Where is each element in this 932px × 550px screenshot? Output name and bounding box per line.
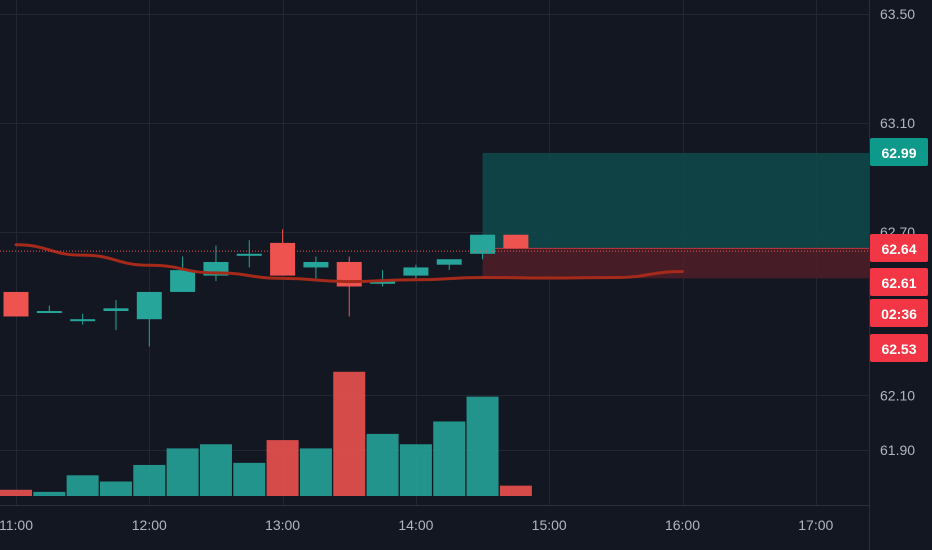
candle[interactable]	[36, 305, 62, 314]
time-axis[interactable]: 11:00 12:00 13:00 14:00 15:00 16:00 17:00	[0, 517, 834, 533]
price-tick-label: 63.10	[880, 115, 915, 131]
price-badge: 62.64	[870, 234, 928, 262]
candle[interactable]	[136, 291, 162, 347]
candle-body[interactable]	[370, 281, 396, 284]
price-badge-bg	[870, 299, 928, 327]
price-badge-bg	[870, 268, 928, 296]
candle-body[interactable]	[3, 291, 29, 317]
candle[interactable]	[170, 256, 196, 292]
candle-body[interactable]	[303, 261, 329, 268]
candle[interactable]	[436, 259, 462, 271]
time-tick-label: 17:00	[798, 517, 833, 533]
price-badge-label: 02:36	[881, 306, 917, 322]
moving-average-line	[14, 243, 684, 284]
volume-bars	[0, 371, 532, 496]
price-badge-label: 62.64	[881, 241, 916, 257]
moving-average-path	[14, 243, 684, 284]
volume-bar	[499, 485, 532, 496]
volume-bar	[166, 448, 199, 496]
volume-bar	[0, 489, 32, 496]
candle[interactable]	[70, 313, 96, 325]
candle-body[interactable]	[70, 319, 96, 322]
price-tick-label: 61.90	[880, 442, 915, 458]
candle[interactable]	[236, 240, 262, 268]
volume-bar	[266, 440, 299, 496]
candle[interactable]	[3, 291, 29, 317]
time-tick-label: 13:00	[265, 517, 300, 533]
candle[interactable]	[103, 300, 129, 331]
volume-bar	[233, 462, 266, 496]
stop-zone[interactable]	[482, 248, 869, 279]
candle-body[interactable]	[403, 267, 429, 276]
price-badge-label: 62.61	[881, 275, 916, 291]
volume-bar	[99, 481, 132, 496]
volume-bar	[399, 444, 432, 496]
volume-bar	[133, 464, 166, 496]
volume-bar	[466, 396, 499, 496]
time-tick-label: 15:00	[532, 517, 567, 533]
time-tick-label: 11:00	[0, 517, 33, 533]
candle-body[interactable]	[170, 270, 196, 292]
position-zones[interactable]	[482, 152, 869, 279]
time-tick-label: 14:00	[398, 517, 433, 533]
candle-body[interactable]	[503, 234, 529, 249]
volume-bar	[299, 448, 332, 496]
price-tick-label: 63.50	[880, 6, 915, 22]
volume-bar	[333, 371, 366, 496]
candle-body[interactable]	[136, 291, 162, 320]
candle-body[interactable]	[436, 259, 462, 265]
price-badges: 62.99 62.64 62.61 02:36 62.53	[870, 138, 928, 362]
price-badge-bg	[870, 138, 928, 166]
price-badge: 62.53	[870, 334, 928, 362]
volume-bar	[433, 421, 466, 496]
candle[interactable]	[370, 270, 396, 287]
candle-body[interactable]	[236, 253, 262, 256]
time-tick-label: 16:00	[665, 517, 700, 533]
volume-bar	[66, 475, 99, 496]
candle[interactable]	[503, 234, 529, 249]
price-badge: 62.61	[870, 268, 928, 296]
candle-body[interactable]	[270, 242, 296, 276]
price-tick-label: 62.10	[880, 388, 915, 404]
volume-bar	[366, 433, 399, 496]
candle-body[interactable]	[36, 311, 62, 314]
candle[interactable]	[303, 256, 329, 279]
price-badge: 02:36	[870, 299, 928, 327]
price-badge-bg	[870, 334, 928, 362]
time-tick-label: 12:00	[132, 517, 167, 533]
price-badge: 62.99	[870, 138, 928, 166]
candle-body[interactable]	[103, 308, 129, 312]
candle[interactable]	[470, 234, 496, 260]
target-zone[interactable]	[482, 152, 869, 249]
price-badge-label: 62.99	[881, 145, 916, 161]
price-badge-bg	[870, 234, 928, 262]
volume-bar	[199, 444, 232, 496]
candle[interactable]	[270, 229, 296, 276]
price-badge-label: 62.53	[881, 341, 916, 357]
candle-body[interactable]	[470, 234, 496, 254]
volume-bar	[33, 491, 66, 496]
